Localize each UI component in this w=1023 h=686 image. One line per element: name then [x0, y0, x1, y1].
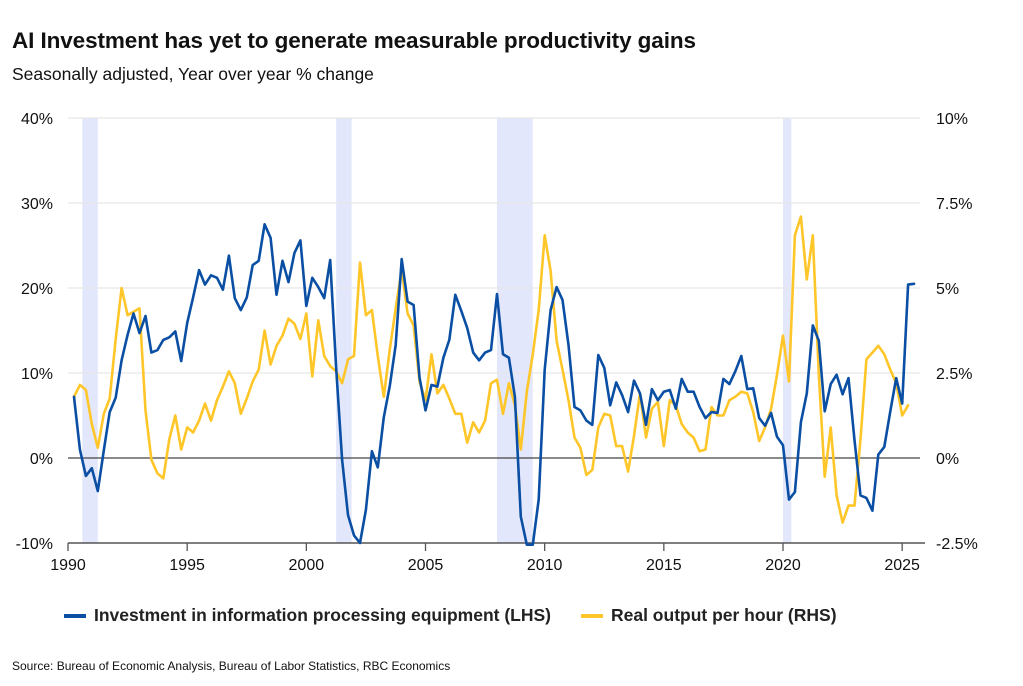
x-tick-label: 2005	[408, 557, 444, 574]
line-investment	[72, 223, 916, 547]
legend-swatch-investment	[64, 613, 86, 618]
y-right-tick-label: -2.5%	[936, 536, 978, 553]
x-tick-label: 1990	[50, 557, 86, 574]
tick-labels: 1990 1995 2000 2005 2010 2015 2020 2025 -10% 0% 10…	[16, 111, 978, 574]
x-tick-label: 1995	[169, 557, 205, 574]
y-right-tick-label: 2.5%	[936, 366, 972, 383]
x-tick-label: 2015	[646, 557, 682, 574]
gridlines	[68, 117, 920, 374]
x-tick-label: 2010	[527, 557, 563, 574]
source-note: Source: Bureau of Economic Analysis, Bur…	[12, 659, 451, 673]
y-right-tick-label: 0%	[936, 451, 959, 468]
y-left-tick-label: 0%	[30, 451, 53, 468]
x-tick-label: 2025	[884, 557, 920, 574]
recession-band	[497, 118, 533, 543]
y-left-tick-label: 20%	[21, 281, 53, 298]
legend-swatch-productivity	[580, 613, 603, 618]
legend-item-investment: Investment in information processing equ…	[64, 605, 551, 626]
y-left-tick-label: 10%	[21, 366, 53, 383]
x-tick-label: 2020	[765, 557, 801, 574]
recession-band	[783, 118, 792, 543]
chart-subtitle: Seasonally adjusted, Year over year % ch…	[12, 64, 374, 84]
y-left-tick-label: 30%	[21, 196, 53, 213]
line-productivity	[72, 215, 910, 524]
y-right-tick-label: 7.5%	[936, 196, 972, 213]
y-left-tick-label: -10%	[16, 536, 53, 553]
chart-title: AI Investment has yet to generate measur…	[12, 28, 696, 53]
y-right-tick-label: 10%	[936, 111, 968, 128]
y-left-tick-label: 40%	[21, 111, 53, 128]
legend-label-productivity: Real output per hour (RHS)	[610, 605, 837, 625]
x-tick-label: 2000	[289, 557, 325, 574]
y-right-tick-label: 5%	[936, 281, 959, 298]
axes	[67, 457, 925, 551]
series-productivity	[72, 215, 910, 524]
legend: Investment in information processing equ…	[64, 605, 867, 626]
series-investment	[72, 223, 916, 547]
recession-bands	[82, 118, 792, 543]
legend-label-investment: Investment in information processing equ…	[94, 605, 551, 625]
legend-item-productivity: Real output per hour (RHS)	[580, 605, 837, 626]
series-lines	[72, 215, 916, 547]
